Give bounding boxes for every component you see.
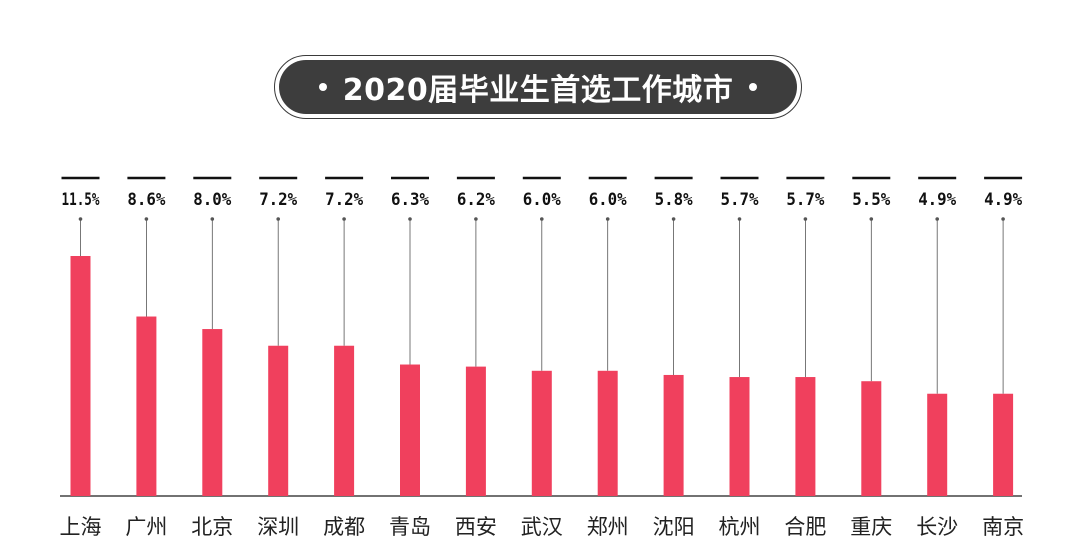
leader-dot (342, 217, 346, 221)
category-label: 沈阳 (653, 515, 695, 539)
category-label: 深圳 (257, 515, 299, 539)
category-label: 上海 (60, 515, 102, 539)
bar (400, 364, 420, 496)
value-label: 6.3% (391, 190, 430, 210)
leader-dot (210, 217, 215, 221)
leader-dot (408, 217, 412, 221)
bar (861, 381, 882, 496)
leader-dot (803, 217, 808, 221)
category-label: 西安 (455, 515, 497, 539)
bar (136, 316, 157, 496)
leader-dot (474, 217, 478, 221)
category-label: 长沙 (916, 515, 958, 539)
bar (729, 377, 750, 496)
value-label: 8.0% (193, 190, 232, 210)
chart-title: 2020届毕业生首选工作城市 (342, 73, 734, 108)
bar (531, 370, 552, 496)
value-label: 7.2% (259, 190, 298, 210)
category-label: 合肥 (784, 515, 826, 539)
bar (993, 393, 1014, 496)
bar (927, 393, 948, 496)
category-label: 青岛 (389, 515, 431, 539)
value-label: 6.0% (589, 190, 628, 210)
category-label: 杭州 (719, 515, 761, 539)
leader-dot (671, 217, 676, 221)
category-label: 南京 (982, 515, 1024, 539)
leader-dot (144, 217, 149, 221)
bar (202, 329, 223, 496)
bar (465, 366, 486, 496)
bar (597, 370, 618, 496)
leader-dot (737, 217, 742, 221)
category-label: 重庆 (850, 515, 892, 539)
value-label: 5.7% (721, 190, 760, 210)
chart-title-frame: 2020届毕业生首选工作城市 (274, 55, 802, 119)
value-label: 6.2% (457, 190, 496, 210)
category-label: 郑州 (587, 515, 629, 539)
value-label: 4.9% (918, 190, 957, 210)
leader-dot (1001, 217, 1005, 221)
bar (268, 345, 289, 496)
leader-dot (78, 217, 83, 221)
category-label: 成都 (323, 515, 365, 539)
category-label: 武汉 (521, 515, 563, 539)
value-label: 6.0% (523, 190, 562, 210)
value-label: 8.6% (127, 190, 166, 210)
title-left-dot (318, 83, 327, 91)
leader-dot (540, 217, 544, 221)
leader-dot (605, 217, 610, 221)
chart-title-pill: 2020届毕业生首选工作城市 (279, 60, 797, 114)
leader-dot (869, 217, 874, 221)
value-label: 7.2% (325, 190, 364, 210)
leader-dot (276, 217, 281, 221)
value-label: 5.8% (655, 190, 694, 210)
category-label: 北京 (191, 515, 233, 539)
bar (663, 374, 684, 496)
value-label: 5.5% (852, 190, 891, 210)
bar (795, 377, 816, 496)
title-right-dot (749, 83, 758, 91)
leader-dot (935, 217, 939, 221)
value-label: 5.7% (786, 190, 825, 210)
value-label: 4.9% (984, 190, 1023, 210)
bar (70, 256, 91, 496)
bar (334, 345, 355, 496)
value-label: 11.5% (62, 190, 101, 210)
category-label: 广州 (125, 515, 167, 539)
